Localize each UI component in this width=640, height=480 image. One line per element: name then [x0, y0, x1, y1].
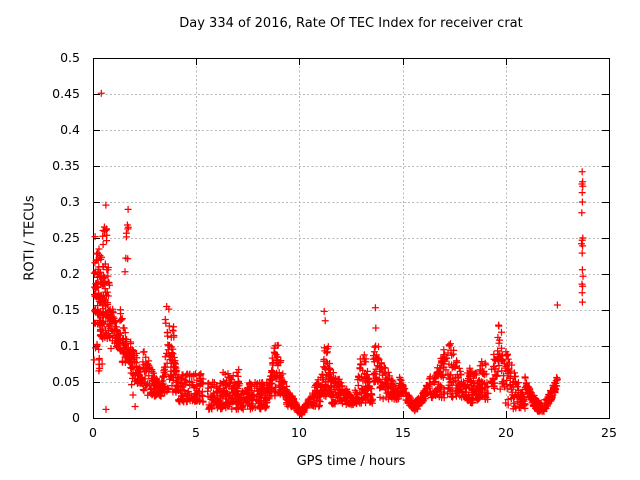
y-tick-label: 0.3: [60, 194, 80, 209]
y-tick-label: 0.15: [52, 302, 80, 317]
y-tick-label: 0.45: [52, 86, 80, 101]
plot-border: [93, 58, 610, 419]
x-tick-label: 5: [192, 425, 200, 440]
x-tick-label: 25: [601, 425, 617, 440]
y-tick-label: 0.1: [60, 338, 80, 353]
y-tick-label: 0.05: [52, 374, 80, 389]
y-tick-label: 0.5: [60, 50, 80, 65]
y-tick-label: 0.35: [52, 158, 80, 173]
data-points: [90, 89, 587, 419]
x-tick-label: 20: [498, 425, 514, 440]
x-tick-label: 15: [395, 425, 411, 440]
gridlines: [93, 58, 609, 418]
x-tick-label: 10: [291, 425, 307, 440]
y-tick-label: 0: [72, 410, 80, 425]
y-tick-label: 0.2: [60, 266, 80, 281]
x-tick-label: 0: [89, 425, 97, 440]
y-tick-label: 0.4: [60, 122, 80, 137]
chart-title: Day 334 of 2016, Rate Of TEC Index for r…: [179, 16, 523, 31]
x-axis-label: GPS time / hours: [296, 454, 406, 469]
y-tick-label: 0.25: [52, 230, 80, 245]
